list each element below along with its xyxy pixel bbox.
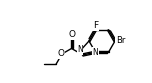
- Text: O: O: [68, 30, 75, 39]
- Text: Br: Br: [116, 37, 125, 45]
- Text: F: F: [93, 21, 98, 30]
- Text: N: N: [93, 48, 98, 57]
- Text: O: O: [57, 49, 64, 59]
- Text: N: N: [77, 45, 83, 54]
